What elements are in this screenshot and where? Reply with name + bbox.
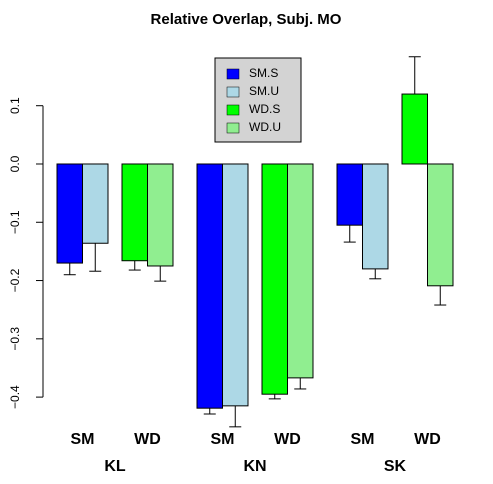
- error-bar: [369, 268, 382, 280]
- bar: [427, 163, 454, 287]
- y-tick-label: −0.1: [8, 210, 22, 234]
- subgroup-label: WD: [274, 431, 301, 448]
- subgroup-label: WD: [134, 431, 161, 448]
- bar: [196, 163, 223, 409]
- legend-label: WD.S: [249, 102, 280, 116]
- error-bar: [128, 260, 141, 271]
- bar: [336, 163, 363, 226]
- subgroup-label: SM: [211, 431, 235, 448]
- legend-label: WD.U: [249, 120, 281, 134]
- y-tick-label: 0.1: [8, 97, 22, 114]
- y-tick-label: 0.0: [8, 155, 22, 172]
- subgroup-label: SM: [71, 431, 95, 448]
- legend-swatch: [226, 122, 240, 134]
- bar: [121, 163, 148, 262]
- subgroup-label: SM: [351, 431, 375, 448]
- y-tick-label: −0.3: [8, 327, 22, 351]
- error-bar: [343, 225, 356, 243]
- bar: [222, 163, 249, 407]
- chart-title: Relative Overlap, Subj. MO: [151, 11, 342, 28]
- bar: [82, 163, 109, 244]
- subgroup-label: WD: [414, 431, 441, 448]
- legend-swatch: [226, 68, 240, 80]
- legend-label: SM.U: [249, 84, 279, 98]
- legend-swatch: [226, 104, 240, 116]
- error-bar: [408, 56, 421, 95]
- legend-label: SM.S: [249, 66, 278, 80]
- error-bar: [268, 394, 281, 400]
- x-tick-label: KL: [104, 458, 126, 475]
- bar: [362, 163, 389, 270]
- bar: [401, 93, 428, 165]
- legend-swatch: [226, 86, 240, 98]
- bar: [287, 163, 314, 379]
- bar: [147, 163, 174, 267]
- bar: [261, 163, 288, 395]
- bar: [56, 163, 83, 264]
- error-bar: [89, 243, 102, 272]
- x-tick-label: KN: [243, 458, 266, 475]
- error-bar: [203, 408, 216, 415]
- x-tick-label: SK: [384, 458, 407, 475]
- y-tick-label: −0.2: [8, 268, 22, 292]
- error-bar: [294, 377, 307, 390]
- error-bar: [434, 285, 447, 306]
- error-bar: [229, 405, 242, 428]
- error-bar: [63, 263, 76, 276]
- y-tick-label: −0.4: [8, 385, 22, 409]
- error-bar: [154, 265, 167, 282]
